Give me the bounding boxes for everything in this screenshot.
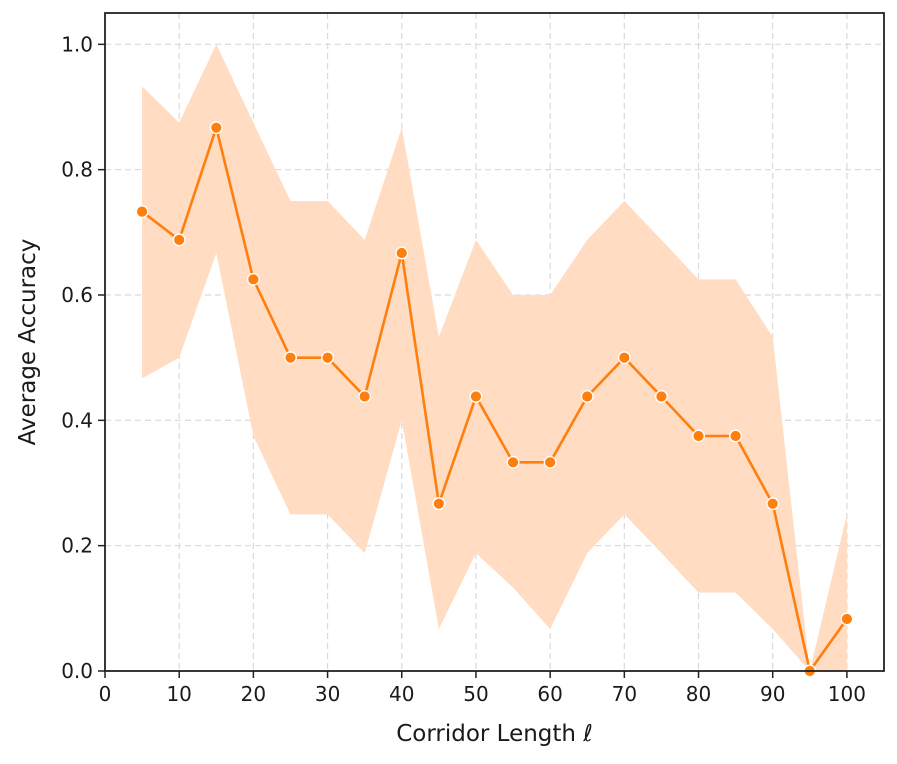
x-tick-label: 50 xyxy=(463,682,488,706)
x-tick-label: 90 xyxy=(760,682,785,706)
data-point xyxy=(432,497,446,511)
x-tick-label: 0 xyxy=(99,682,112,706)
data-point xyxy=(840,612,854,626)
data-point xyxy=(766,497,780,511)
data-point xyxy=(358,390,372,404)
data-point xyxy=(135,205,149,219)
data-point xyxy=(506,455,520,469)
data-point xyxy=(469,390,483,404)
y-tick-label: 0.6 xyxy=(61,283,93,307)
x-tick-label: 10 xyxy=(166,682,191,706)
plot-frame xyxy=(104,12,885,672)
y-tick-label: 1.0 xyxy=(61,32,93,56)
data-point xyxy=(654,390,668,404)
data-point xyxy=(692,429,706,443)
data-point xyxy=(395,246,409,260)
x-tick-label: 80 xyxy=(686,682,711,706)
x-axis-label: Corridor Length ℓ xyxy=(396,721,593,747)
x-tick-label: 60 xyxy=(537,682,562,706)
x-tick-label: 30 xyxy=(315,682,340,706)
x-tick-label: 20 xyxy=(241,682,266,706)
y-tick-label: 0.8 xyxy=(61,158,93,182)
data-point xyxy=(321,351,335,365)
y-axis-ticks: 0.0 0.2 0.4 0.6 0.8 1.0 xyxy=(61,32,105,683)
data-point xyxy=(172,233,186,247)
data-point xyxy=(246,272,260,286)
x-tick-label: 100 xyxy=(828,682,866,706)
x-tick-label: 70 xyxy=(612,682,637,706)
data-point xyxy=(729,429,743,443)
data-point xyxy=(580,390,594,404)
data-markers xyxy=(135,121,854,678)
x-axis-ticks: 0 10 20 30 40 50 60 70 80 90 100 xyxy=(99,671,866,706)
data-point xyxy=(543,455,557,469)
x-tick-label: 40 xyxy=(389,682,414,706)
y-axis-label: Average Accuracy xyxy=(15,239,41,446)
y-tick-label: 0.2 xyxy=(61,534,93,558)
y-tick-label: 0.0 xyxy=(61,659,93,683)
data-point xyxy=(209,121,223,135)
data-point xyxy=(617,351,631,365)
y-tick-label: 0.4 xyxy=(61,408,93,432)
confidence-band xyxy=(142,44,847,672)
data-point xyxy=(283,351,297,365)
